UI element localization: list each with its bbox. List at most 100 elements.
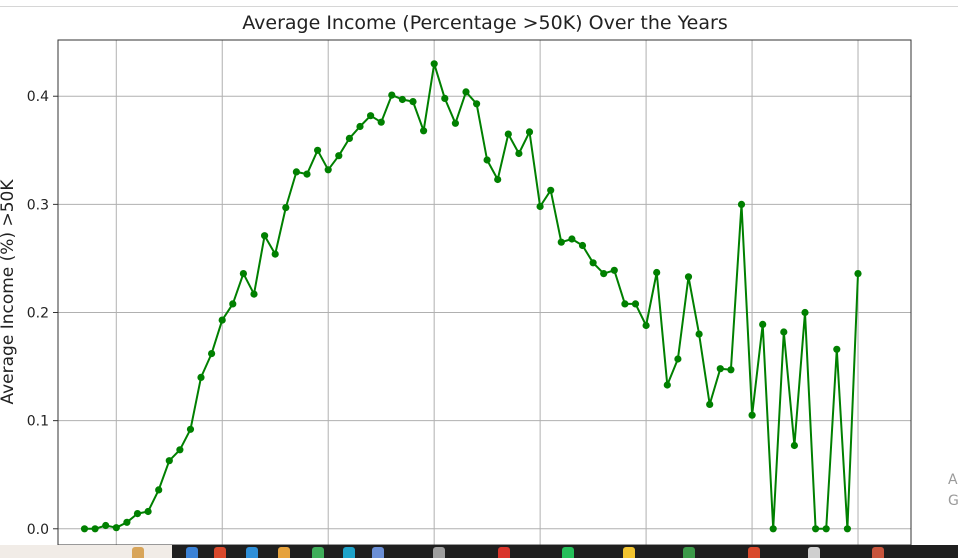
data-point: [197, 373, 205, 381]
data-point: [335, 152, 343, 160]
data-point: [494, 175, 502, 184]
data-point: [748, 411, 756, 419]
chrome-icon[interactable]: [214, 547, 226, 558]
refresh-icon[interactable]: [312, 547, 324, 558]
data-point: [398, 95, 406, 104]
data-point: [102, 521, 110, 530]
pin-icon[interactable]: [872, 547, 884, 558]
data-point: [504, 130, 512, 138]
data-point: [525, 128, 534, 136]
side-text: A G: [948, 470, 958, 512]
series-line: [84, 62, 859, 530]
data-point: [812, 525, 820, 533]
data-point: [271, 250, 279, 258]
plot-frame: [57, 39, 912, 545]
data-point: [462, 88, 470, 96]
taskbar: [0, 545, 958, 558]
data-point: [430, 60, 438, 68]
data-point: [568, 235, 576, 243]
data-point: [473, 100, 481, 108]
data-point: [367, 112, 375, 120]
y-tick-label: 0.3: [27, 197, 49, 213]
y-axis-label: Average Income (%) >50K: [0, 179, 18, 405]
data-point: [515, 149, 523, 158]
grid-lines: [58, 40, 911, 545]
data-point: [303, 170, 311, 178]
data-point: [229, 300, 237, 308]
data-point: [314, 146, 322, 154]
taskbar-left-strip: [0, 545, 172, 558]
grid-icon[interactable]: [433, 547, 445, 558]
data-point: [218, 316, 226, 324]
data-point: [176, 446, 184, 454]
data-point: [822, 525, 830, 533]
data-point: [133, 509, 142, 518]
data-point: [759, 320, 767, 328]
y-tick-label: 0.0: [27, 522, 49, 538]
data-point: [642, 321, 650, 330]
data-point: [653, 268, 661, 277]
series-layer: [80, 60, 862, 533]
data-point: [388, 91, 396, 99]
data-point: [716, 365, 724, 373]
data-point: [663, 381, 671, 389]
table-icon[interactable]: [808, 547, 820, 558]
data-point: [112, 524, 120, 532]
data-point: [780, 328, 788, 336]
note-icon[interactable]: [623, 547, 635, 558]
data-point: [409, 98, 417, 106]
data-point: [377, 118, 385, 126]
data-point: [536, 202, 544, 211]
data-point: [451, 119, 459, 127]
window-icon[interactable]: [372, 547, 384, 558]
data-point: [483, 156, 491, 164]
data-point: [155, 486, 163, 494]
data-point: [589, 259, 597, 267]
y-tick-label: 0.4: [27, 89, 49, 105]
data-point: [186, 425, 195, 433]
data-point: [737, 200, 746, 208]
folder-icon[interactable]: [278, 547, 290, 558]
window-top-rule: [0, 6, 958, 7]
y-tick-label: 0.1: [27, 414, 49, 430]
data-point: [727, 366, 735, 374]
data-point: [610, 266, 618, 274]
record-icon[interactable]: [498, 547, 510, 558]
data-point: [420, 127, 428, 135]
data-point: [631, 300, 640, 308]
data-point: [123, 518, 131, 526]
data-point: [292, 168, 300, 176]
income-line-chart: Average Income (Percentage >50K) Over th…: [0, 12, 912, 545]
whatsapp-icon[interactable]: [562, 547, 574, 558]
data-point: [80, 525, 89, 533]
data-point: [261, 232, 269, 240]
data-point: [208, 350, 216, 358]
cookie-icon[interactable]: [132, 547, 144, 558]
data-point: [547, 186, 555, 194]
data-point: [91, 525, 99, 533]
chart-title: Average Income (Percentage >50K) Over th…: [242, 12, 727, 34]
data-point: [356, 122, 364, 131]
data-point: [706, 400, 714, 408]
files-icon[interactable]: [186, 547, 198, 558]
edge-icon[interactable]: [246, 547, 258, 558]
data-point: [282, 204, 290, 212]
side-letter-g: G: [948, 493, 958, 509]
data-point: [250, 290, 258, 298]
side-letter-a: A: [948, 472, 958, 488]
data-point: [833, 345, 841, 353]
data-point: [578, 241, 587, 250]
data-point: [674, 355, 682, 363]
data-point: [769, 525, 777, 533]
data-point: [684, 273, 693, 281]
data-point: [600, 270, 608, 278]
data-point: [557, 238, 565, 246]
globe-icon[interactable]: [343, 547, 355, 558]
data-point: [345, 134, 353, 142]
axis-ticks: 0.0 0.1 0.2 0.3 0.4: [27, 89, 58, 538]
chrome-icon[interactable]: [748, 547, 760, 558]
data-point: [854, 270, 862, 278]
leaf-icon[interactable]: [683, 547, 695, 558]
data-point: [165, 457, 173, 465]
data-point: [441, 94, 449, 102]
